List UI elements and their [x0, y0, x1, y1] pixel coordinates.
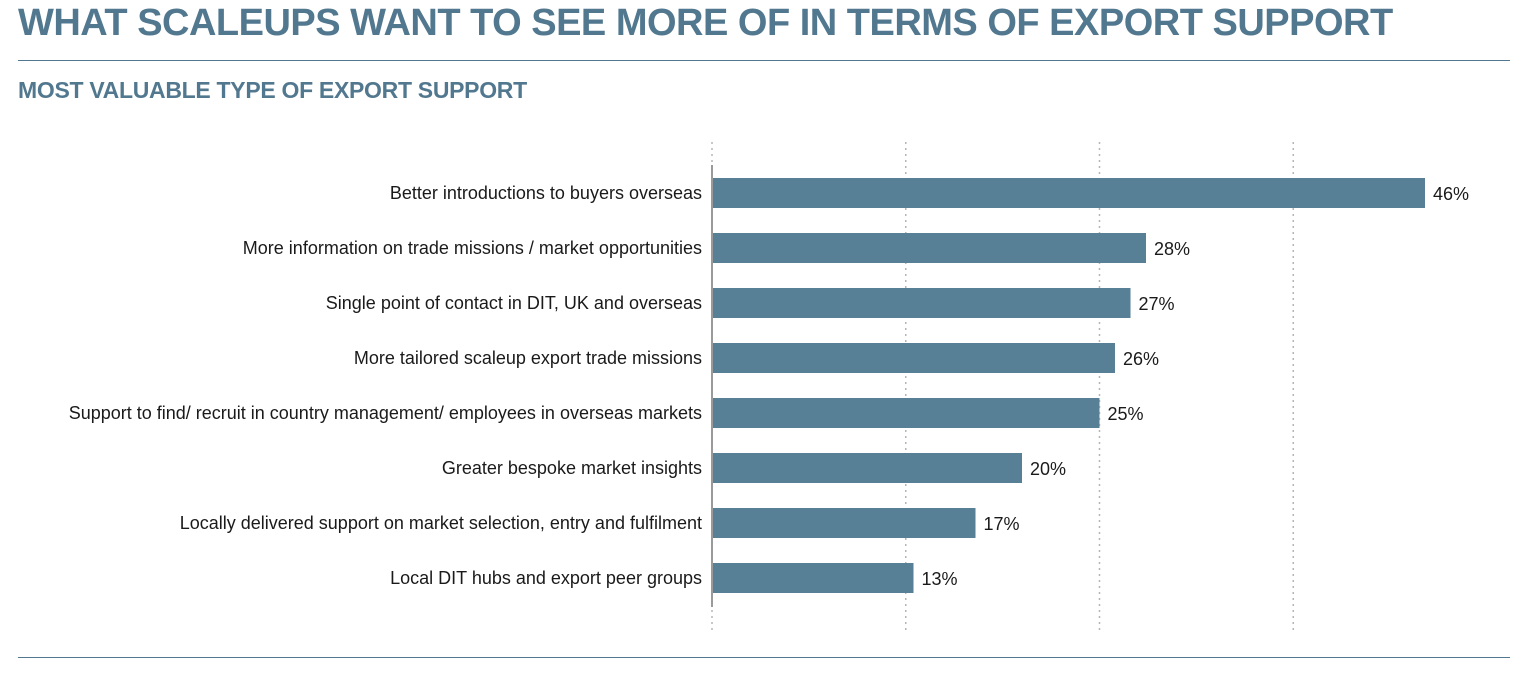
chart-subtitle: MOST VALUABLE TYPE OF EXPORT SUPPORT	[18, 77, 527, 103]
bar-7	[712, 563, 914, 593]
category-label-0: Better introductions to buyers overseas	[390, 183, 702, 203]
page-title: WHAT SCALEUPS WANT TO SEE MORE OF IN TER…	[18, 2, 1393, 44]
bar-5	[712, 453, 1022, 483]
bar-2	[712, 288, 1131, 318]
category-labels: Better introductions to buyers overseas M…	[69, 183, 702, 588]
bar-0	[712, 178, 1425, 208]
value-label-0: 46%	[1433, 184, 1469, 204]
category-label-5: Greater bespoke market insights	[442, 458, 702, 478]
category-label-3: More tailored scaleup export trade missi…	[354, 348, 702, 368]
bar-3	[712, 343, 1115, 373]
bottom-divider	[18, 657, 1510, 658]
value-label-6: 17%	[984, 514, 1020, 534]
category-label-7: Local DIT hubs and export peer groups	[390, 568, 702, 588]
category-label-1: More information on trade missions / mar…	[243, 238, 702, 258]
value-label-3: 26%	[1123, 349, 1159, 369]
value-label-4: 25%	[1108, 404, 1144, 424]
title-divider	[18, 60, 1510, 61]
value-labels: 46% 28% 27% 26% 25% 20% 17% 13%	[922, 184, 1470, 589]
gridlines	[711, 142, 1294, 630]
category-label-6: Locally delivered support on market sele…	[180, 513, 702, 533]
value-label-1: 28%	[1154, 239, 1190, 259]
bar-6	[712, 508, 976, 538]
value-label-7: 13%	[922, 569, 958, 589]
category-label-4: Support to find/ recruit in country mana…	[69, 403, 702, 423]
bar-4	[712, 398, 1100, 428]
bars	[712, 178, 1425, 593]
category-label-2: Single point of contact in DIT, UK and o…	[326, 293, 702, 313]
value-label-2: 27%	[1139, 294, 1175, 314]
bar-1	[712, 233, 1146, 263]
value-label-5: 20%	[1030, 459, 1066, 479]
